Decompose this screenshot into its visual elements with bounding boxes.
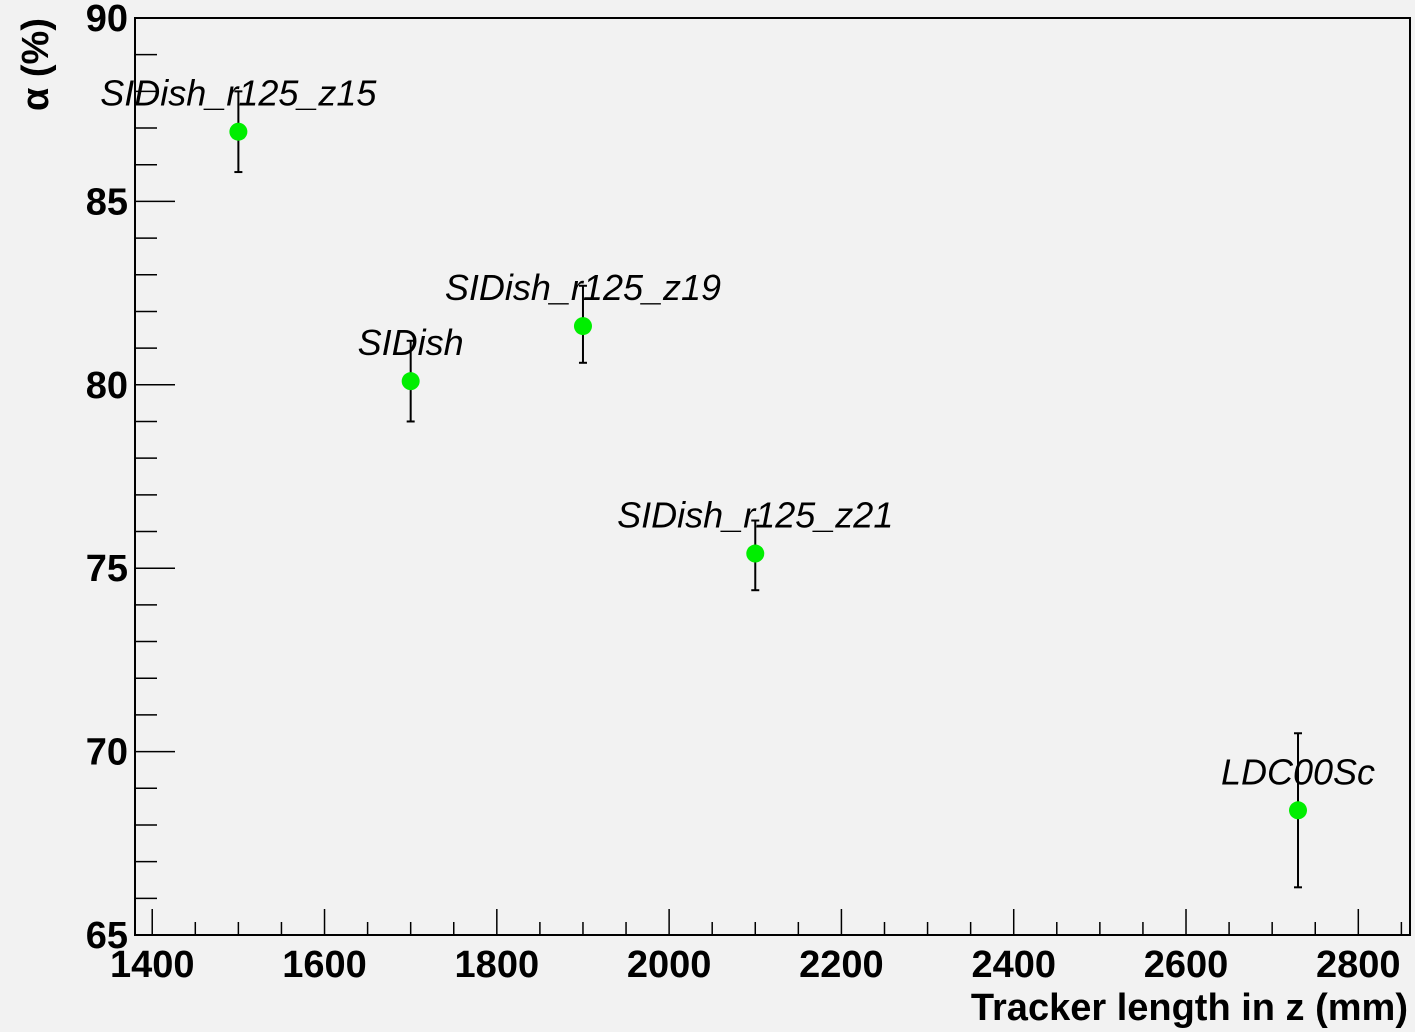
plot-frame xyxy=(134,17,1411,936)
data-points xyxy=(229,122,1308,820)
y-axis-title: α (%) xyxy=(15,18,57,111)
y-tick-label: 65 xyxy=(86,915,128,957)
y-tick-label: 75 xyxy=(86,548,128,590)
data-point xyxy=(229,122,248,141)
x-tick-label: 2200 xyxy=(799,944,884,986)
x-tick-label: 1800 xyxy=(455,944,540,986)
data-point xyxy=(401,372,420,391)
data-point xyxy=(1289,801,1308,820)
x-axis-title: Tracker length in z (mm) xyxy=(971,987,1408,1029)
x-tick-label: 2600 xyxy=(1144,944,1229,986)
point-label: LDC00Sc xyxy=(1221,751,1375,792)
y-tick-label: 90 xyxy=(86,0,128,40)
point-label: SIDish_r125_z19 xyxy=(445,267,721,308)
y-tick-label: 80 xyxy=(86,365,128,407)
y-tick-label: 70 xyxy=(86,732,128,774)
point-labels: SIDish_r125_z15 SIDish SIDish_r125_z19 SIDi… xyxy=(100,73,1375,793)
point-label: SIDish_r125_z15 xyxy=(100,73,377,114)
point-label: SIDish xyxy=(358,322,464,363)
data-point xyxy=(573,317,592,336)
point-label: SIDish_r125_z21 xyxy=(617,495,893,536)
x-tick-label: 1400 xyxy=(110,944,195,986)
data-point xyxy=(746,544,765,563)
y-tick-label: 85 xyxy=(86,181,128,223)
axis-tick-labels: 1400 1600 1800 2000 2200 2400 2600 2800 65 70 75 80… xyxy=(86,0,1401,986)
axis-ticks xyxy=(135,17,1403,936)
error-bars xyxy=(234,90,1303,889)
x-tick-label: 1600 xyxy=(282,944,367,986)
x-tick-label: 2800 xyxy=(1316,944,1401,986)
x-tick-label: 2400 xyxy=(971,944,1056,986)
x-tick-label: 2000 xyxy=(627,944,712,986)
